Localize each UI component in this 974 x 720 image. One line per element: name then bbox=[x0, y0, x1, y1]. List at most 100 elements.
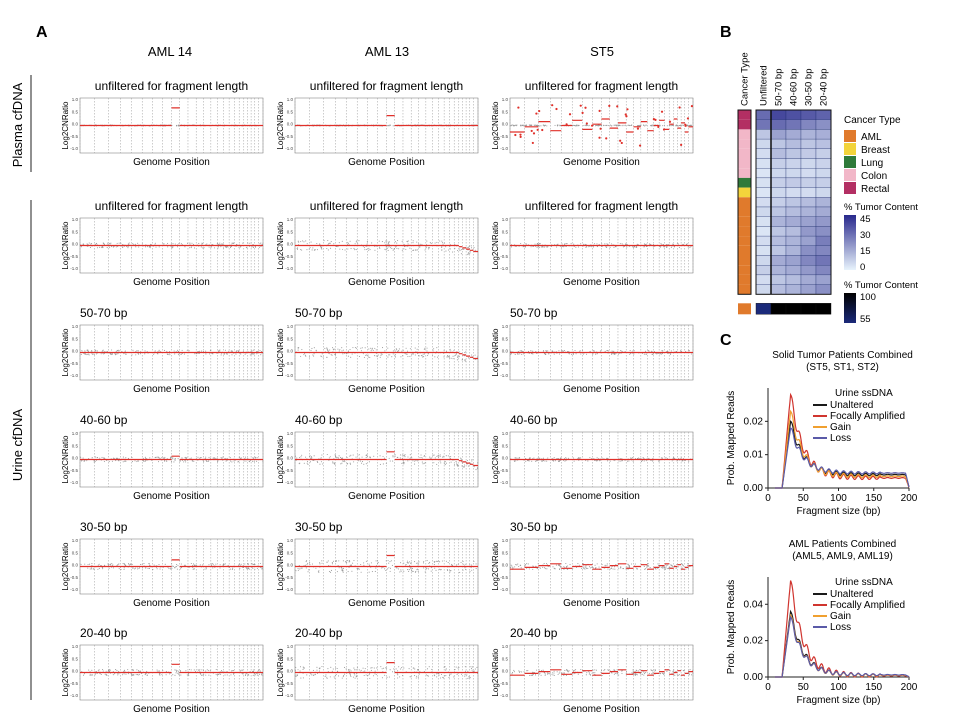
bin-point bbox=[166, 350, 168, 352]
heatmap-cell bbox=[770, 274, 787, 285]
bin-point bbox=[256, 353, 258, 355]
bin-point bbox=[394, 353, 396, 356]
bin-point bbox=[110, 242, 112, 244]
bin-point bbox=[239, 670, 241, 672]
bin-point bbox=[393, 668, 395, 670]
heatmap-cell bbox=[800, 206, 817, 217]
bin-point bbox=[363, 674, 365, 677]
bin-point bbox=[366, 455, 369, 457]
outlier-point bbox=[624, 113, 627, 116]
bin-point bbox=[381, 241, 383, 243]
bin-point bbox=[423, 455, 425, 457]
bin-point bbox=[366, 243, 368, 245]
bin-point bbox=[137, 353, 140, 355]
y-tick-label: -1.0 bbox=[500, 587, 508, 592]
heatmap-cell bbox=[800, 255, 817, 266]
bin-point bbox=[88, 242, 90, 244]
bin-point bbox=[554, 568, 556, 570]
bin-point bbox=[464, 673, 466, 675]
bin-point bbox=[94, 456, 97, 458]
bin-point bbox=[260, 354, 262, 356]
bin-point bbox=[632, 457, 634, 459]
y-tick-label: 0.5 bbox=[287, 656, 294, 661]
bin-point bbox=[423, 353, 426, 355]
bin-point bbox=[90, 243, 92, 245]
bin-point bbox=[638, 124, 640, 126]
bin-point bbox=[232, 670, 234, 672]
bin-point bbox=[222, 670, 224, 673]
bin-point bbox=[681, 567, 683, 569]
bin-point bbox=[433, 348, 435, 350]
bin-point bbox=[471, 666, 474, 668]
bin-point bbox=[305, 567, 307, 569]
aml-type-cell bbox=[738, 303, 751, 315]
bin-point bbox=[367, 354, 369, 356]
bin-point bbox=[356, 240, 358, 242]
bin-point bbox=[604, 243, 606, 245]
heatmap-cell bbox=[755, 245, 772, 256]
outlier-point bbox=[626, 108, 629, 111]
bin-point bbox=[335, 457, 337, 459]
bin-point bbox=[87, 243, 89, 246]
bin-point bbox=[374, 347, 376, 349]
outlier-point bbox=[605, 137, 608, 140]
bin-point bbox=[197, 669, 199, 671]
bin-point bbox=[556, 458, 558, 460]
bin-point bbox=[180, 674, 182, 676]
bin-point bbox=[172, 246, 174, 248]
bin-point bbox=[121, 674, 124, 676]
bin-point bbox=[466, 674, 468, 676]
bin-point bbox=[326, 247, 328, 250]
bin-point bbox=[252, 457, 254, 460]
bin-point bbox=[149, 457, 151, 459]
bin-point bbox=[385, 569, 387, 572]
bin-point bbox=[427, 354, 429, 357]
y-tick-label: 1.0 bbox=[72, 644, 79, 649]
bin-point bbox=[520, 567, 522, 569]
bin-point bbox=[157, 461, 160, 463]
bin-point bbox=[396, 349, 398, 351]
bin-point bbox=[450, 673, 452, 675]
bin-point bbox=[639, 124, 642, 126]
cn-subplot: 30-50 bpLog2CNRatio1.00.50.0-0.5-1.0Geno… bbox=[61, 520, 264, 609]
bin-point bbox=[671, 460, 673, 462]
bin-point bbox=[342, 353, 344, 355]
bin-point bbox=[554, 124, 556, 126]
heatmap-column-label: Cancer Type bbox=[740, 52, 751, 106]
bin-point bbox=[580, 243, 582, 245]
subplot-title: 50-70 bp bbox=[80, 306, 128, 320]
bin-point bbox=[220, 457, 222, 459]
bin-point bbox=[443, 356, 445, 358]
bin-point bbox=[372, 675, 375, 677]
y-axis-label: Log2CNRatio bbox=[276, 101, 285, 150]
bin-point bbox=[156, 456, 158, 458]
bin-point bbox=[111, 562, 113, 565]
bin-point bbox=[399, 676, 401, 678]
bin-point bbox=[472, 465, 474, 467]
bin-point bbox=[120, 568, 122, 571]
bin-point bbox=[417, 670, 419, 672]
bin-point bbox=[173, 458, 175, 460]
bin-point bbox=[676, 124, 678, 126]
bin-point bbox=[588, 566, 591, 568]
bin-point bbox=[411, 353, 413, 355]
bin-point bbox=[461, 461, 463, 463]
bin-point bbox=[375, 560, 377, 562]
bin-point bbox=[176, 564, 178, 566]
bin-point bbox=[628, 564, 630, 567]
bin-point bbox=[186, 674, 188, 676]
bin-point bbox=[680, 457, 682, 459]
bin-point bbox=[342, 569, 344, 571]
bin-point bbox=[209, 670, 211, 672]
bin-point bbox=[122, 244, 124, 246]
bin-point bbox=[632, 350, 634, 352]
bin-point bbox=[549, 673, 551, 675]
bin-point bbox=[558, 459, 560, 461]
bin-point bbox=[260, 674, 262, 676]
cancer-type-cell bbox=[738, 207, 751, 217]
bin-point bbox=[537, 246, 539, 248]
bin-point bbox=[178, 124, 180, 126]
bin-point bbox=[392, 350, 394, 352]
bin-point bbox=[341, 248, 344, 250]
bin-point bbox=[297, 247, 299, 249]
